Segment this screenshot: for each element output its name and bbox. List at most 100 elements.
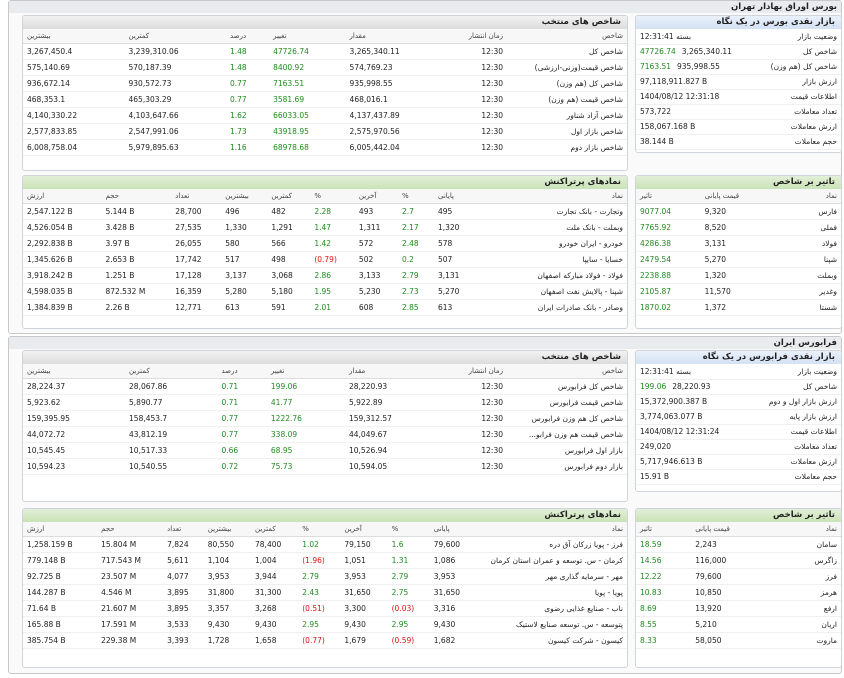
value-cell: 159,395.95 — [23, 410, 126, 427]
name-cell[interactable]: پویا - پویا — [477, 584, 627, 601]
name-cell[interactable]: شاخص قیمت فرابورس — [507, 394, 627, 411]
value-cell: 3,953 — [340, 568, 388, 585]
overview-value-text: 5,717,946.613 B — [640, 457, 703, 466]
name-cell[interactable]: بازار اول فرابورس — [507, 442, 627, 459]
value-cell: 12:30 — [447, 59, 507, 76]
value-cell: 2105.87 — [636, 283, 701, 300]
value-cell: 4,598.035 B — [23, 283, 102, 300]
value-cell: 1870.02 — [636, 299, 701, 316]
value-cell: 496 — [221, 203, 268, 220]
table-row: بازار دوم فرابورس 12:30 10,594.05 75.73 0.72… — [23, 458, 627, 475]
value-cell: 3,895 — [163, 584, 204, 601]
table-row: اریان 5,210 8.55 — [636, 616, 841, 633]
name-cell[interactable]: شاخص قیمت (هم وزن) — [507, 91, 627, 108]
name-cell[interactable]: اریان — [771, 616, 841, 633]
name-cell[interactable]: سامان — [771, 536, 841, 553]
value-cell: 1,728 — [203, 632, 252, 649]
value-cell: 468,016.1 — [345, 91, 447, 108]
name-cell[interactable]: فملی — [771, 219, 841, 236]
value-cell: 6,008,758.04 — [23, 139, 125, 156]
value-cell: 44,072.72 — [23, 426, 126, 443]
value-cell: 5.144 B — [101, 203, 172, 220]
value-cell: 1.73 — [225, 123, 270, 140]
name-cell[interactable]: شپنا — [771, 251, 841, 268]
name-cell[interactable]: پتوسعه - س. توسعه صنایع لاستیک — [477, 616, 627, 633]
value-cell: 2,577,833.85 — [23, 123, 125, 140]
value-cell: 2,547,991.06 — [124, 123, 226, 140]
name-cell[interactable]: وتجارت - بانک تجارت — [477, 203, 627, 220]
name-cell[interactable]: شاخص قیمت(وزنی-ارزشی) — [507, 59, 627, 76]
name-cell[interactable]: شاخص کل فرابورس — [507, 378, 627, 395]
value-cell: 4,103,647.66 — [124, 107, 226, 124]
header-row: شاخص زمان انتشار مقدار تغییر درصد کمترین بیشتر… — [23, 29, 627, 44]
overview-row: تعداد معاملات 249,020 — [636, 439, 841, 455]
value-cell: 10,526.94 — [345, 442, 447, 459]
table-row: پتوسعه - س. توسعه صنایع لاستیک 9,430 2.95 9… — [23, 616, 627, 633]
name-cell[interactable]: کرمان - س. توسعه و عمران استان کرمان — [477, 552, 627, 569]
overview-label: تعداد معاملات — [751, 439, 841, 455]
overview-change: 199.06 — [640, 382, 667, 391]
overview-label: ارزش بازار — [751, 74, 841, 90]
value-cell: 68978.68 — [269, 139, 346, 156]
name-cell[interactable]: وبملت — [771, 267, 841, 284]
name-cell[interactable]: وغدیر — [771, 283, 841, 300]
table-row: زاگرس 116,000 14.56 — [636, 552, 841, 569]
name-cell[interactable]: خسایا - سایپا — [477, 251, 627, 268]
value-cell: 43918.95 — [269, 123, 346, 140]
value-cell: 2238.88 — [636, 267, 701, 284]
name-cell[interactable]: وصادر - بانک صادرات ایران — [477, 299, 627, 316]
name-cell[interactable]: فرز — [771, 568, 841, 585]
header-row: نماد قیمت پایانی تاثیر — [636, 189, 841, 204]
indices-box: شاخص های منتخب شاخص زمان انتشار مقدار تغییر د… — [22, 350, 628, 502]
name-cell[interactable]: زاگرس — [771, 552, 841, 569]
name-cell[interactable]: وبملت - بانک ملت — [477, 219, 627, 236]
table-row: هرمز 10,850 10.83 — [636, 584, 841, 601]
column-header: شاخص — [507, 364, 627, 379]
name-cell[interactable]: فارس — [771, 203, 841, 220]
value-cell: 16,359 — [171, 283, 222, 300]
value-cell: 1,086 — [429, 552, 477, 569]
name-cell[interactable]: ماروت — [771, 632, 841, 649]
name-cell[interactable]: شاخص کل (هم وزن) — [507, 75, 627, 92]
overview-value: 47726.74 3,265,340.11 — [636, 44, 751, 60]
name-cell[interactable]: ناب - صنایع غذایی رضوی — [477, 600, 627, 617]
name-cell[interactable]: فولاد - فولاد مبارکه اصفهان — [477, 267, 627, 284]
name-cell[interactable]: شاخص قیمت هم وزن فرابو... — [507, 426, 627, 443]
value-cell: 12:30 — [447, 43, 507, 60]
value-cell: 3,918.242 B — [23, 267, 102, 284]
value-cell: 3,953 — [203, 568, 252, 585]
name-cell[interactable]: شاخص بازار اول — [507, 123, 627, 140]
value-cell: 4,140,330.22 — [23, 107, 125, 124]
name-cell[interactable]: فولاد — [771, 235, 841, 252]
value-cell: 2,575,970.56 — [345, 123, 447, 140]
table-row: شاخص قیمت فرابورس 12:30 5,922.89 41.77 0.71 5… — [23, 394, 627, 411]
value-cell: 5,923.62 — [23, 394, 126, 411]
name-cell[interactable]: کیسون - شرکت کیسون — [477, 632, 627, 649]
table-row: شاخص بازار دوم 12:30 6,005,442.04 68978.68 1… — [23, 139, 627, 156]
data-table: نماد پایانی% آخرین% کمترین بیشترین تعداد حجم ار… — [23, 189, 627, 316]
name-cell[interactable]: شاخص آزاد شناور — [507, 107, 627, 124]
value-cell: 3,268 — [251, 600, 299, 617]
value-cell: 43,812.19 — [125, 426, 218, 443]
name-cell[interactable]: فرز - پویا زرکان آق دره — [477, 536, 627, 553]
name-cell[interactable]: مهر - سرمایه گذاری مهر — [477, 568, 627, 585]
name-cell[interactable]: شپنا - پالایش نفت اصفهان — [477, 283, 627, 300]
column-header: کمترین — [267, 189, 311, 204]
name-cell[interactable]: شاخص کل هم وزن فرابورس — [507, 410, 627, 427]
value-cell: 9,430 — [429, 616, 477, 633]
name-cell[interactable]: هرمز — [771, 584, 841, 601]
value-cell: 92.725 B — [23, 568, 98, 585]
name-cell[interactable]: شاخص بازار دوم — [507, 139, 627, 156]
value-cell: 5,180 — [267, 283, 311, 300]
overview-value: 1404/08/12 12:31:24 — [636, 424, 751, 440]
name-cell[interactable]: ارفع — [771, 600, 841, 617]
name-cell[interactable]: شاخص کل — [507, 43, 627, 60]
name-cell[interactable]: شستا — [771, 299, 841, 316]
value-cell: 12:30 — [447, 75, 507, 92]
name-cell[interactable]: خودرو - ایران خودرو — [477, 235, 627, 252]
value-cell: 930,572.73 — [124, 75, 226, 92]
overview-value-text: 15.91 B — [640, 472, 670, 481]
value-cell: 12:30 — [447, 426, 507, 443]
name-cell[interactable]: بازار دوم فرابورس — [507, 458, 627, 475]
value-cell: 4286.38 — [636, 235, 701, 252]
